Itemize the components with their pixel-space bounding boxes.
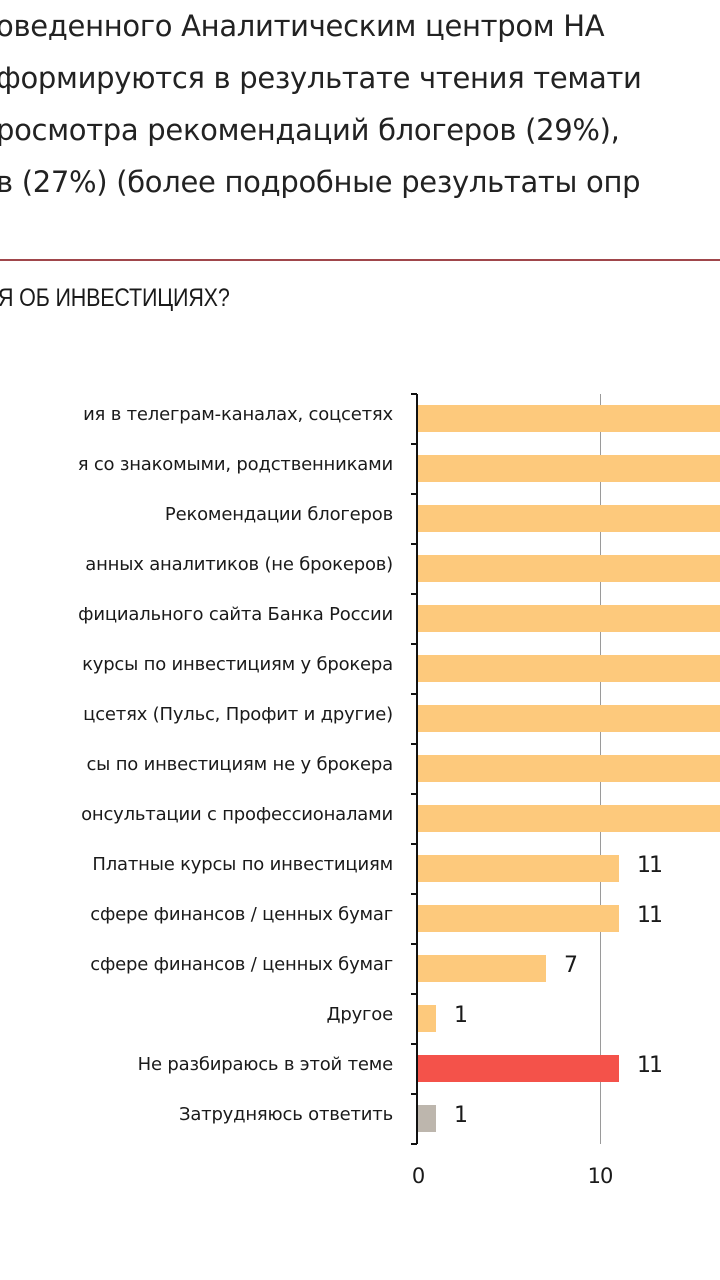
bar <box>418 605 720 632</box>
bar <box>418 905 619 932</box>
y-axis-tick <box>411 793 417 795</box>
category-label: Затрудняюсь ответить <box>178 1104 393 1125</box>
category-label: сы по инвестициям не у брокера <box>86 754 393 775</box>
category-label: Рекомендации блогеров <box>164 504 393 525</box>
bar <box>418 805 720 832</box>
chart-row: Затрудняюсь ответить 1 <box>0 1094 720 1144</box>
y-axis-tick <box>411 393 417 395</box>
chart-row: сфере финансов / ценных бумаг 7 <box>0 944 720 994</box>
bar <box>418 755 720 782</box>
category-label: Не разбираюсь в этой теме <box>137 1054 394 1075</box>
bar-value-label: 11 <box>637 1053 663 1078</box>
y-axis-tick <box>411 993 417 995</box>
bar <box>418 1005 436 1032</box>
bar <box>418 505 720 532</box>
category-label: цсетях (Пульс, Профит и другие) <box>83 704 393 725</box>
category-label: Другое <box>326 1004 394 1025</box>
bar <box>418 855 619 882</box>
category-label: я со знакомыми, родственниками <box>77 454 394 475</box>
intro-line: формируются в результате чтения темати <box>0 61 642 95</box>
chart-row: сфере финансов / ценных бумаг 11 <box>0 894 720 944</box>
y-axis-line <box>416 394 418 1144</box>
y-axis-tick <box>411 543 417 545</box>
chart-row: ия в телеграм-каналах, соцсетях <box>0 394 720 444</box>
x-tick-label-0: 0 <box>411 1164 425 1188</box>
bar-value-label: 1 <box>454 1103 468 1128</box>
chart-row: цсетях (Пульс, Профит и другие) <box>0 694 720 744</box>
bar-value-label: 11 <box>637 853 663 878</box>
article-intro: оведенного Аналитическим центром НА форм… <box>0 0 720 208</box>
bar <box>418 1055 619 1082</box>
category-label: ия в телеграм-каналах, соцсетях <box>83 404 393 425</box>
y-axis-tick <box>411 1143 417 1145</box>
y-axis-tick <box>411 893 417 895</box>
y-axis-tick <box>411 493 417 495</box>
category-label: сфере финансов / ценных бумаг <box>90 904 393 925</box>
y-axis-tick <box>411 843 417 845</box>
chart-row: курсы по инвестициям у брокера <box>0 644 720 694</box>
bar <box>418 955 546 982</box>
bar-value-label: 7 <box>564 953 578 978</box>
y-axis-tick <box>411 693 417 695</box>
intro-line: оведенного Аналитическим центром НА <box>0 9 605 43</box>
intro-line: росмотра рекомендаций блогеров (29%), <box>0 113 620 147</box>
y-axis-tick <box>411 443 417 445</box>
bar <box>418 405 720 432</box>
category-label: курсы по инвестициям у брокера <box>82 654 393 675</box>
y-axis-tick <box>411 743 417 745</box>
category-label: анных аналитиков (не брокеров) <box>85 554 393 575</box>
chart-row: сы по инвестициям не у брокера <box>0 744 720 794</box>
bar-value-label: 1 <box>454 1003 468 1028</box>
bar <box>418 1105 436 1132</box>
chart-row: онсультации с профессионалами <box>0 794 720 844</box>
bar-value-label: 11 <box>637 903 663 928</box>
chart-row: я со знакомыми, родственниками <box>0 444 720 494</box>
y-axis-tick <box>411 943 417 945</box>
bar <box>418 705 720 732</box>
x-tick-label-10: 10 <box>587 1164 614 1188</box>
bar <box>418 655 720 682</box>
intro-line: в (27%) (более подробные результаты опр <box>0 165 641 199</box>
bar <box>418 455 720 482</box>
bar <box>418 555 720 582</box>
y-axis-tick <box>411 1043 417 1045</box>
category-label: фициального сайта Банка России <box>78 604 393 625</box>
chart-row: Другое 1 <box>0 994 720 1044</box>
chart-row: Рекомендации блогеров <box>0 494 720 544</box>
chart-row: фициального сайта Банка России <box>0 594 720 644</box>
chart-title: Я ОБ ИНВЕСТИЦИЯХ? <box>0 284 230 312</box>
category-label: онсультации с профессионалами <box>81 804 393 825</box>
y-axis-tick <box>411 593 417 595</box>
chart-row: Не разбираюсь в этой теме 11 <box>0 1044 720 1094</box>
y-axis-tick <box>411 643 417 645</box>
category-label: Платные курсы по инвестициям <box>92 854 393 875</box>
chart-row: анных аналитиков (не брокеров) <box>0 544 720 594</box>
section-divider <box>0 259 720 261</box>
chart-row: Платные курсы по инвестициям 11 <box>0 844 720 894</box>
category-label: сфере финансов / ценных бумаг <box>90 954 393 975</box>
y-axis-tick <box>411 1093 417 1095</box>
